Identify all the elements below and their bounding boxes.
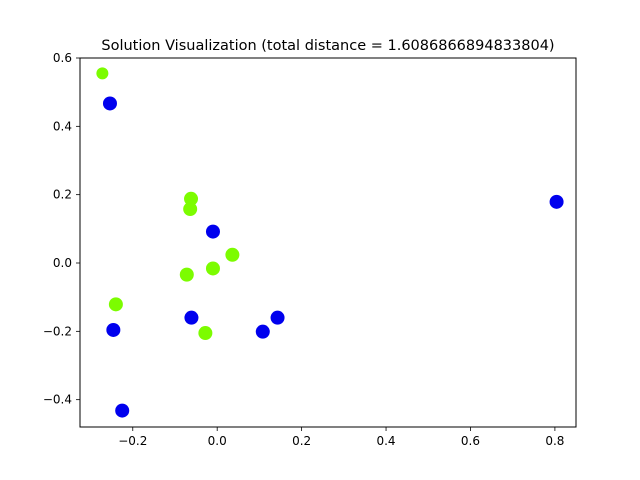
blue-data-point [102, 96, 117, 111]
green-data-point [183, 202, 198, 217]
x-tick-label: 0.2 [292, 434, 311, 448]
x-tick-label: 0.4 [376, 434, 395, 448]
green-data-point [205, 261, 220, 276]
plot-area-frame [79, 57, 577, 428]
blue-data-point [115, 403, 130, 418]
y-tick-label: 0.0 [53, 256, 72, 270]
blue-data-point [255, 324, 270, 339]
chart-title: Solution Visualization (total distance =… [101, 38, 554, 54]
x-tick-label: −0.2 [118, 434, 147, 448]
x-tick-label: 0.6 [461, 434, 480, 448]
blue-data-point [205, 224, 220, 239]
blue-data-point [270, 310, 285, 325]
y-tick-label: −0.2 [43, 324, 72, 338]
y-axis: −0.4 −0.2 0.0 0.2 0.4 0.6 [43, 51, 80, 407]
y-tick-label: 0.2 [53, 188, 72, 202]
x-axis: −0.2 0.0 0.2 0.4 0.6 0.8 [118, 427, 564, 448]
y-tick-label: 0.4 [53, 119, 72, 133]
green-data-point [198, 326, 213, 341]
green-data-point [96, 67, 109, 80]
y-tick-label: 0.6 [53, 51, 72, 65]
green-data-point [225, 247, 240, 262]
x-tick-label: 0.8 [545, 434, 564, 448]
blue-data-point [549, 194, 564, 209]
blue-data-point [106, 322, 121, 337]
green-data-point [108, 297, 123, 312]
x-tick-label: 0.0 [208, 434, 227, 448]
y-tick-label: −0.4 [43, 393, 72, 407]
blue-data-point [184, 310, 199, 325]
green-data-point [179, 267, 194, 282]
green-data-point [184, 191, 199, 206]
data-points [96, 67, 564, 418]
